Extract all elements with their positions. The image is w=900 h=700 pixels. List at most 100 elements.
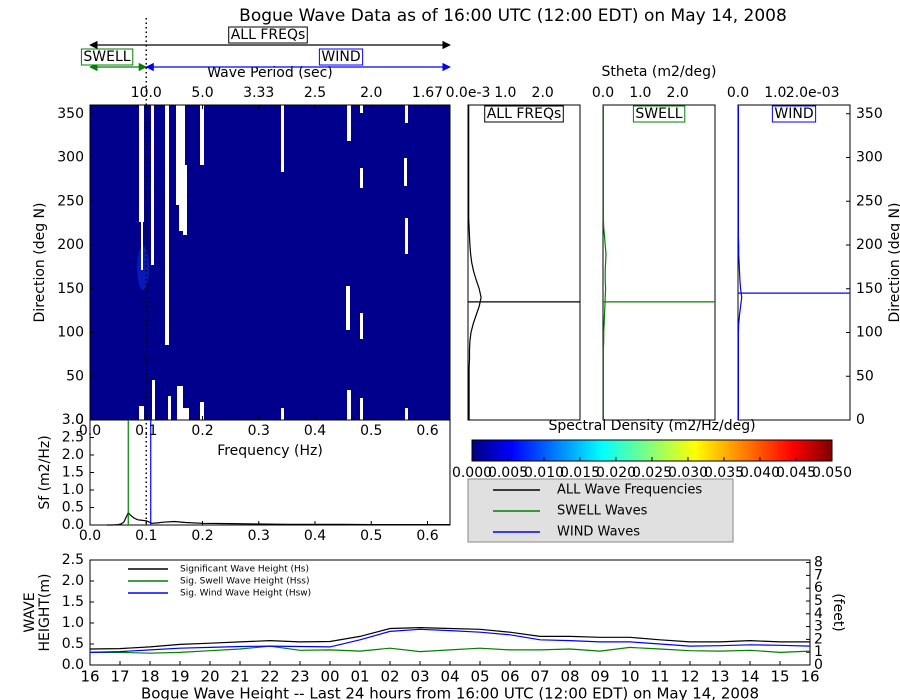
x2-tick-label: 10.0	[131, 85, 162, 101]
x-tick-label: 1.0	[494, 85, 516, 101]
x-tick-label: 17	[110, 668, 129, 686]
legend-label: Sig. Wind Wave Height (Hsw)	[180, 589, 311, 599]
colorbar-tick-label: 0.025	[632, 465, 672, 481]
y-axis-label: HEIGHT(m)	[37, 574, 53, 652]
x-tick-label: 0.1	[135, 423, 157, 439]
x2-tick-label: 5.0	[191, 85, 213, 101]
x2-tick-label: 1.67	[412, 85, 443, 101]
y-tick-label: 300	[57, 150, 84, 166]
x-tick-label: 0.5	[360, 528, 382, 544]
y-tick-label: 1.0	[62, 615, 84, 631]
label: ALL FREQs	[487, 106, 562, 122]
x-tick-label: 0.1	[135, 528, 157, 544]
x-tick-label: 0.2	[191, 423, 213, 439]
spectrum-image	[90, 105, 450, 420]
profile-line	[602, 105, 607, 420]
label-box	[484, 105, 564, 123]
legend-label: Sig. Swell Wave Height (Hss)	[180, 577, 309, 587]
y-tick-label: 1.5	[62, 465, 84, 481]
label-box	[771, 105, 817, 123]
y-tick-label: 100	[856, 325, 883, 341]
x-tick-label: 22	[260, 668, 279, 686]
y-tick-label: 0.0	[62, 657, 84, 673]
y2-tick-label: 5	[814, 593, 823, 609]
legend-label: ALL Wave Frequencies	[557, 483, 702, 498]
y2-tick-label: 6	[814, 580, 823, 596]
label-box	[228, 26, 308, 44]
x-tick-label: 0.6	[416, 423, 438, 439]
series-line	[89, 626, 810, 650]
x-tick-label: 1.0	[629, 85, 651, 101]
y-tick-label: 150	[856, 281, 883, 297]
colorbar-tick-label: 0.050	[812, 465, 852, 481]
y-tick-label: 2.0	[62, 573, 84, 589]
y2-tick-label: 7	[814, 567, 823, 583]
x-tick-label: 10	[620, 668, 639, 686]
x-tick-label: 21	[230, 668, 249, 686]
colorbar-tick-label: 0.000	[452, 465, 492, 481]
colorbar-tick-label: 0.015	[560, 465, 600, 481]
colorbar-tick-label: 0.010	[524, 465, 564, 481]
x-axis-label: Stheta (m2/deg)	[602, 64, 717, 80]
x-axis-label: Frequency (Hz)	[217, 443, 323, 459]
x-tick-label: 16	[800, 668, 819, 686]
y-tick-label: 0	[75, 412, 84, 428]
x-tick-label: 0.0	[79, 528, 101, 544]
legend-label: WIND Waves	[557, 525, 640, 540]
x-tick-label: 06	[500, 668, 519, 686]
x-tick-label: 04	[440, 668, 459, 686]
y2-tick-label: 4	[814, 606, 823, 622]
label: SWELL	[635, 106, 682, 122]
y-axis-label: Sf (m2/Hz)	[37, 435, 53, 509]
x-tick-label: 2.0	[532, 85, 554, 101]
x-tick-label: 0.4	[304, 423, 326, 439]
x-tick-label: 11	[650, 668, 669, 686]
y-axis-label: Direction (deg N)	[887, 203, 900, 323]
x-tick-label: 2.0e-03	[786, 85, 840, 101]
x-tick-label: 0.0e-3	[446, 85, 491, 101]
x-tick-label: 15	[770, 668, 789, 686]
y-tick-label: 3.0	[62, 412, 84, 428]
label: SWELL	[83, 49, 130, 65]
y-tick-label: 0.0	[62, 517, 84, 533]
x-axis-label: Bogue Wave Height -- Last 24 hours from …	[141, 685, 759, 700]
colorbar-tick-label: 0.035	[704, 465, 744, 481]
y2-tick-label: 0	[814, 657, 823, 673]
x-tick-label: 19	[170, 668, 189, 686]
y-tick-label: 0	[856, 412, 865, 428]
frame	[737, 104, 851, 421]
y-tick-label: 200	[57, 237, 84, 253]
x-tick-label: 0.3	[248, 528, 270, 544]
x-tick-label: 07	[530, 668, 549, 686]
x-tick-label: 0.4	[304, 528, 326, 544]
colorbar-tick-label: 0.045	[776, 465, 816, 481]
x-tick-label: 02	[380, 668, 399, 686]
y-tick-label: 50	[856, 368, 874, 384]
profile-line	[737, 105, 743, 420]
x-tick-label: 09	[590, 668, 609, 686]
series-line	[106, 511, 450, 526]
y-tick-label: 1.0	[62, 482, 84, 498]
series-line	[89, 628, 811, 653]
label: WIND	[774, 106, 813, 122]
frame	[602, 104, 716, 421]
frame	[467, 104, 581, 421]
series-line	[90, 645, 811, 654]
x-tick-label: 1.0	[764, 85, 786, 101]
x2-tick-label: 2.0	[360, 85, 382, 101]
y-tick-label: 1.5	[62, 594, 84, 610]
x-tick-label: 18	[140, 668, 159, 686]
y2-tick-label: 2	[814, 631, 823, 647]
label-box	[80, 48, 134, 66]
x-tick-label: 0.0	[727, 85, 749, 101]
y-tick-label: 50	[66, 368, 84, 384]
x-tick-label: 23	[290, 668, 309, 686]
legend-label: Significant Wave Height (Hs)	[180, 565, 309, 575]
y2-tick-label: 1	[814, 644, 823, 660]
x-tick-label: 0.6	[416, 528, 438, 544]
y-tick-label: 2.0	[62, 447, 84, 463]
x-tick-label: 2.0	[667, 85, 689, 101]
x-tick-label: 0.3	[248, 423, 270, 439]
x-tick-label: 12	[680, 668, 699, 686]
x-tick-label: 03	[410, 668, 429, 686]
